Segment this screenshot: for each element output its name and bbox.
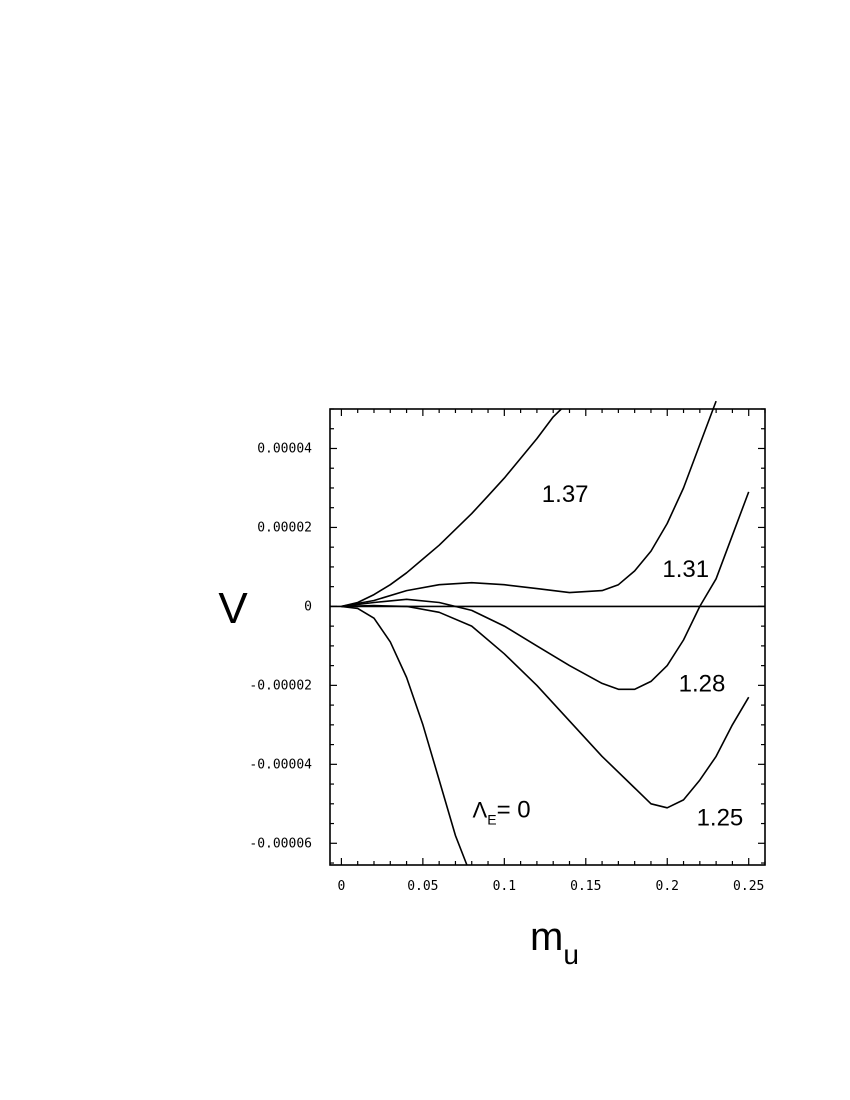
x-tick-label: 0.25 <box>733 879 764 894</box>
series-line <box>341 605 468 866</box>
x-tick-label: 0.05 <box>407 879 438 894</box>
series-label: 1.28 <box>679 670 726 697</box>
x-tick-label: 0 <box>337 879 345 894</box>
y-axis-title: V <box>218 584 248 633</box>
x-axis-title: mu <box>530 915 579 970</box>
series-label: 1.31 <box>662 556 709 583</box>
series-label-text: = 0 <box>497 797 531 824</box>
series-label: 1.25 <box>697 805 744 832</box>
series-line <box>341 400 717 608</box>
series-label: ΛE= 0 <box>473 797 531 828</box>
series-line <box>341 408 562 608</box>
x-tick-label: 0.2 <box>656 879 679 894</box>
x-axis-title-main: m <box>530 915 563 959</box>
x-tick-label: 0.1 <box>493 879 516 894</box>
y-tick-label: 0.00004 <box>257 441 312 456</box>
plot-frame <box>329 408 766 866</box>
series-line <box>341 491 750 691</box>
y-tick-label: -0.00004 <box>249 757 312 772</box>
y-tick-label: -0.00006 <box>249 836 312 851</box>
series-line <box>341 604 750 809</box>
y-tick-label: 0 <box>304 599 312 614</box>
x-tick-label: 0.15 <box>570 879 601 894</box>
y-tick-label: 0.00002 <box>257 520 312 535</box>
series-label-sub: E <box>487 812 496 828</box>
x-axis-title-sub: u <box>563 939 579 970</box>
series-label: 1.37 <box>542 481 589 508</box>
plot-area: 0 0.05 0.1 0.15 0.2 0.25 -0.00006 -0.00004 -0.00… <box>249 400 766 894</box>
y-tick-label: -0.00002 <box>249 678 312 693</box>
series-label-prefix: Λ <box>473 798 488 823</box>
